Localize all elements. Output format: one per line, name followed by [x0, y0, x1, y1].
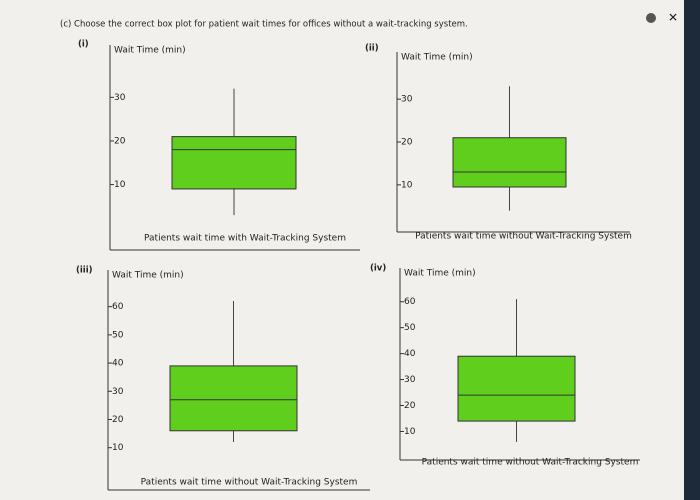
x-axis-label: Patients wait time without Wait-Tracking… — [422, 458, 639, 468]
y-axis-label: Wait Time (min) — [404, 269, 476, 279]
y-tick-label: 50 — [404, 323, 416, 333]
y-tick-label: 20 — [401, 138, 413, 148]
y-tick-label: 20 — [404, 401, 416, 411]
y-axis-label: Wait Time (min) — [401, 53, 473, 63]
x-axis-label: Patients wait time with Wait-Tracking Sy… — [144, 234, 346, 244]
close-icon[interactable]: ✕ — [668, 11, 678, 25]
y-tick-label: 20 — [114, 136, 126, 146]
y-tick-label: 30 — [401, 95, 413, 105]
y-tick-label: 10 — [112, 443, 124, 453]
box — [169, 365, 298, 432]
box — [171, 136, 297, 190]
panel-label: (iv) — [370, 264, 386, 274]
x-axis-label: Patients wait time without Wait-Tracking… — [141, 478, 358, 488]
y-tick-label: 20 — [112, 415, 124, 425]
panel-label: (i) — [78, 40, 89, 50]
y-tick-label: 30 — [404, 375, 416, 385]
x-axis-label: Patients wait time without Wait-Tracking… — [415, 232, 632, 242]
y-tick-label: 10 — [401, 180, 413, 190]
box — [452, 137, 567, 188]
y-tick-label: 10 — [114, 180, 126, 190]
y-tick-label: 60 — [404, 297, 416, 307]
y-axis-label: Wait Time (min) — [112, 271, 184, 281]
y-axis-label: Wait Time (min) — [114, 46, 186, 56]
y-tick-label: 40 — [112, 359, 124, 369]
y-tick-label: 10 — [404, 427, 416, 437]
panel-label: (ii) — [365, 44, 379, 54]
box — [457, 355, 576, 422]
y-tick-label: 40 — [404, 349, 416, 359]
y-tick-label: 30 — [114, 93, 126, 103]
y-tick-label: 30 — [112, 387, 124, 397]
question: (c) Choose the correct box plot for pati… — [60, 20, 468, 30]
y-tick-label: 60 — [112, 302, 124, 312]
panel-label: (iii) — [76, 266, 93, 276]
side-bar — [684, 0, 700, 500]
y-tick-label: 50 — [112, 330, 124, 340]
info-icon[interactable] — [646, 13, 656, 23]
